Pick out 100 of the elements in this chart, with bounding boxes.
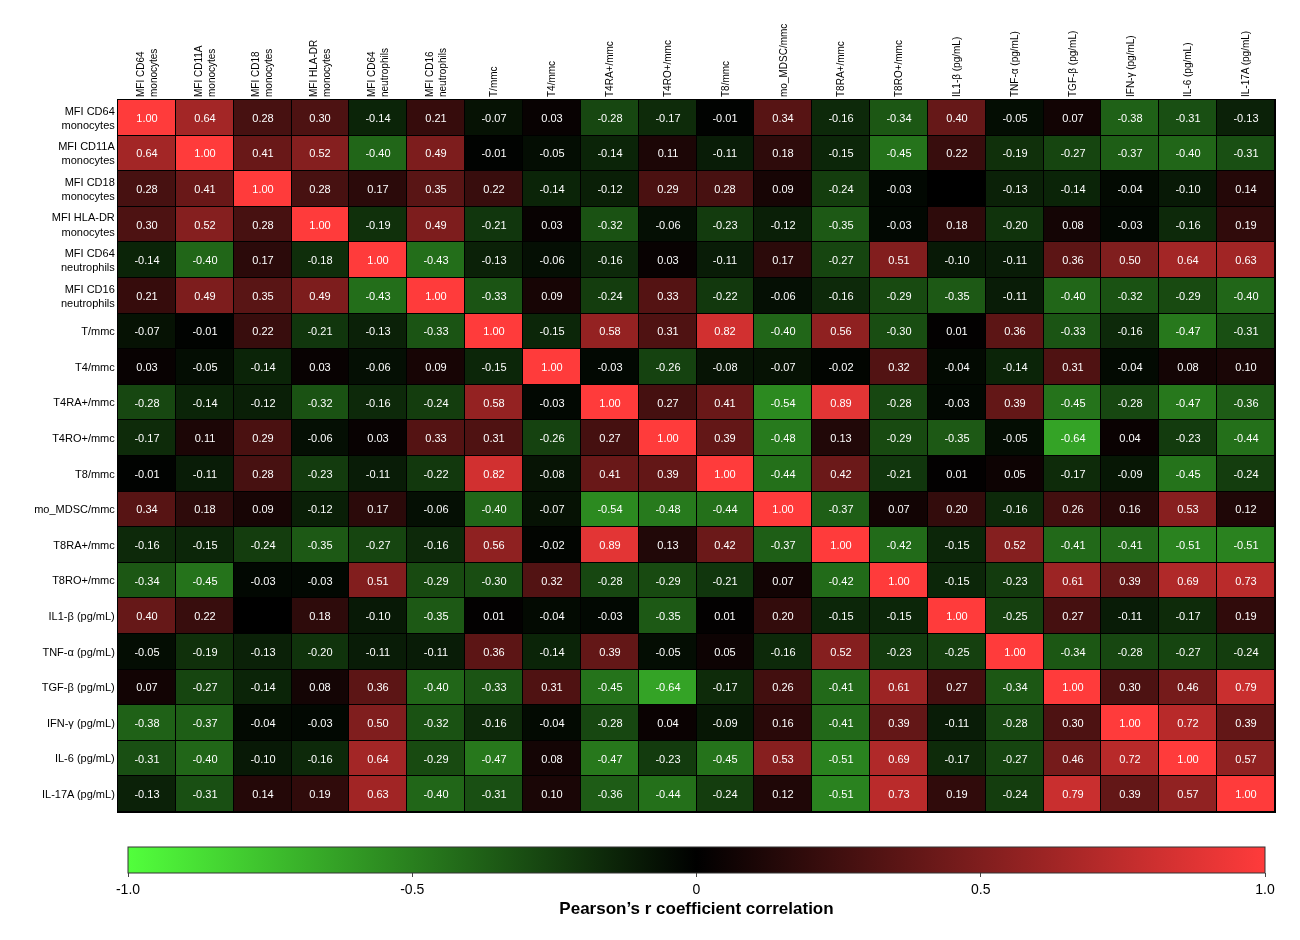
data-label: 0.11 [194,431,216,444]
data-label: 0.52 [830,645,852,658]
data-label: -0.12 [597,182,623,195]
data-label: 0.79 [1062,787,1084,800]
data-label: 0.31 [657,324,679,337]
data-label: -0.45 [1175,467,1201,480]
data-label: -0.12 [307,502,333,515]
data-label: -0.40 [423,680,449,693]
data-label: -0.19 [365,218,391,231]
data-label: -0.41 [828,716,854,729]
data-label: -0.40 [423,787,449,800]
data-label: -0.01 [192,324,218,337]
data-label: 0.56 [483,538,505,551]
y-tick-label: TGF-β (pg/mL) [41,681,115,694]
data-label: -0.01 [712,111,738,124]
data-label: 0.01 [714,609,736,622]
x-tick-label: T4/mmc [546,60,558,97]
data-label: 0.07 [136,680,158,693]
data-label: 1.00 [772,502,794,515]
data-label: -0.32 [597,218,623,231]
data-label: 0.29 [657,182,679,195]
data-label: -0.34 [134,574,160,587]
data-label: -0.15 [481,360,507,373]
data-label: -0.05 [539,146,565,159]
data-label: -0.14 [597,146,623,159]
x-tick-label: T8RO+/mmc [893,40,905,97]
data-label: -0.09 [712,716,738,729]
data-label: 0.41 [599,467,621,480]
data-label: -0.11 [423,645,449,658]
data-label: 0.28 [136,182,158,195]
data-label: -0.05 [1002,431,1028,444]
data-label: 0.57 [1177,787,1199,800]
data-label: 0.46 [1062,752,1084,765]
data-label: -0.16 [597,253,623,266]
data-label: -0.41 [828,680,854,693]
data-label: 0.20 [772,609,794,622]
data-label: -0.32 [307,396,333,409]
data-label: -0.45 [886,146,912,159]
color-bar-label: -1.0 [115,880,141,897]
data-label: -0.24 [1233,467,1259,480]
data-label: -0.27 [192,680,218,693]
data-label: 0.27 [1062,609,1084,622]
data-label: 0.39 [1004,396,1026,409]
data-label: -0.06 [423,502,449,515]
y-tick-label: IL-6 (pg/mL) [54,752,115,765]
data-label: 0.73 [1235,574,1257,587]
data-label: -0.51 [1175,538,1201,551]
color-bar-label: 0 [692,880,701,897]
x-tick-label: MFI HLA-DR monocytes [308,39,333,97]
data-label: -0.48 [770,431,796,444]
data-label: -0.11 [192,467,218,480]
data-label: -0.44 [1233,431,1259,444]
data-label: -0.11 [1002,253,1028,266]
data-label: -0.16 [365,396,391,409]
data-label: 1.00 [1119,716,1141,729]
data-label: -0.31 [192,787,218,800]
data-label: -0.13 [134,787,160,800]
data-label: -0.64 [1060,431,1086,444]
data-label: -0.30 [886,324,912,337]
data-label: -0.27 [1002,752,1028,765]
data-label: -0.40 [192,752,218,765]
data-label: -0.14 [539,182,565,195]
data-label: 1.00 [599,396,621,409]
data-label: 1.00 [367,253,389,266]
data-label: 1.00 [425,289,447,302]
data-label: -0.03 [944,396,970,409]
data-label: -0.44 [712,502,738,515]
data-label: 0.64 [194,111,216,124]
data-label: -0.04 [539,609,565,622]
data-label: -0.41 [1117,538,1143,551]
data-label: 0.73 [888,787,910,800]
data-label: -0.33 [423,324,449,337]
data-label: -0.28 [1002,716,1028,729]
data-label: 0.39 [1235,716,1257,729]
data-label: -0.40 [770,324,796,337]
data-label: 0.17 [367,502,389,515]
data-label: -0.08 [712,360,738,373]
data-label: 0.04 [657,716,679,729]
data-label: 0.32 [888,360,910,373]
data-label: 0.89 [830,396,852,409]
data-label: -0.11 [712,253,738,266]
data-label: -0.11 [365,645,391,658]
data-label: -0.16 [1002,502,1028,515]
data-label: -0.47 [1175,324,1201,337]
data-label: 1.00 [136,111,158,124]
data-label: -0.29 [423,752,449,765]
data-label: 0.09 [772,182,794,195]
data-label: -0.21 [886,467,912,480]
data-label: 0.39 [1119,787,1141,800]
data-label: -0.40 [365,146,391,159]
data-label: 0.28 [252,218,274,231]
data-label: -0.06 [770,289,796,302]
data-label: -0.03 [597,360,623,373]
data-label: -0.12 [250,396,276,409]
data-label: 0.30 [309,111,331,124]
y-tick-label: T4/mmc [75,360,116,373]
data-label: -0.48 [655,502,681,515]
data-label: -0.16 [423,538,449,551]
data-label: -0.64 [655,680,681,693]
data-label: 0.28 [252,111,274,124]
